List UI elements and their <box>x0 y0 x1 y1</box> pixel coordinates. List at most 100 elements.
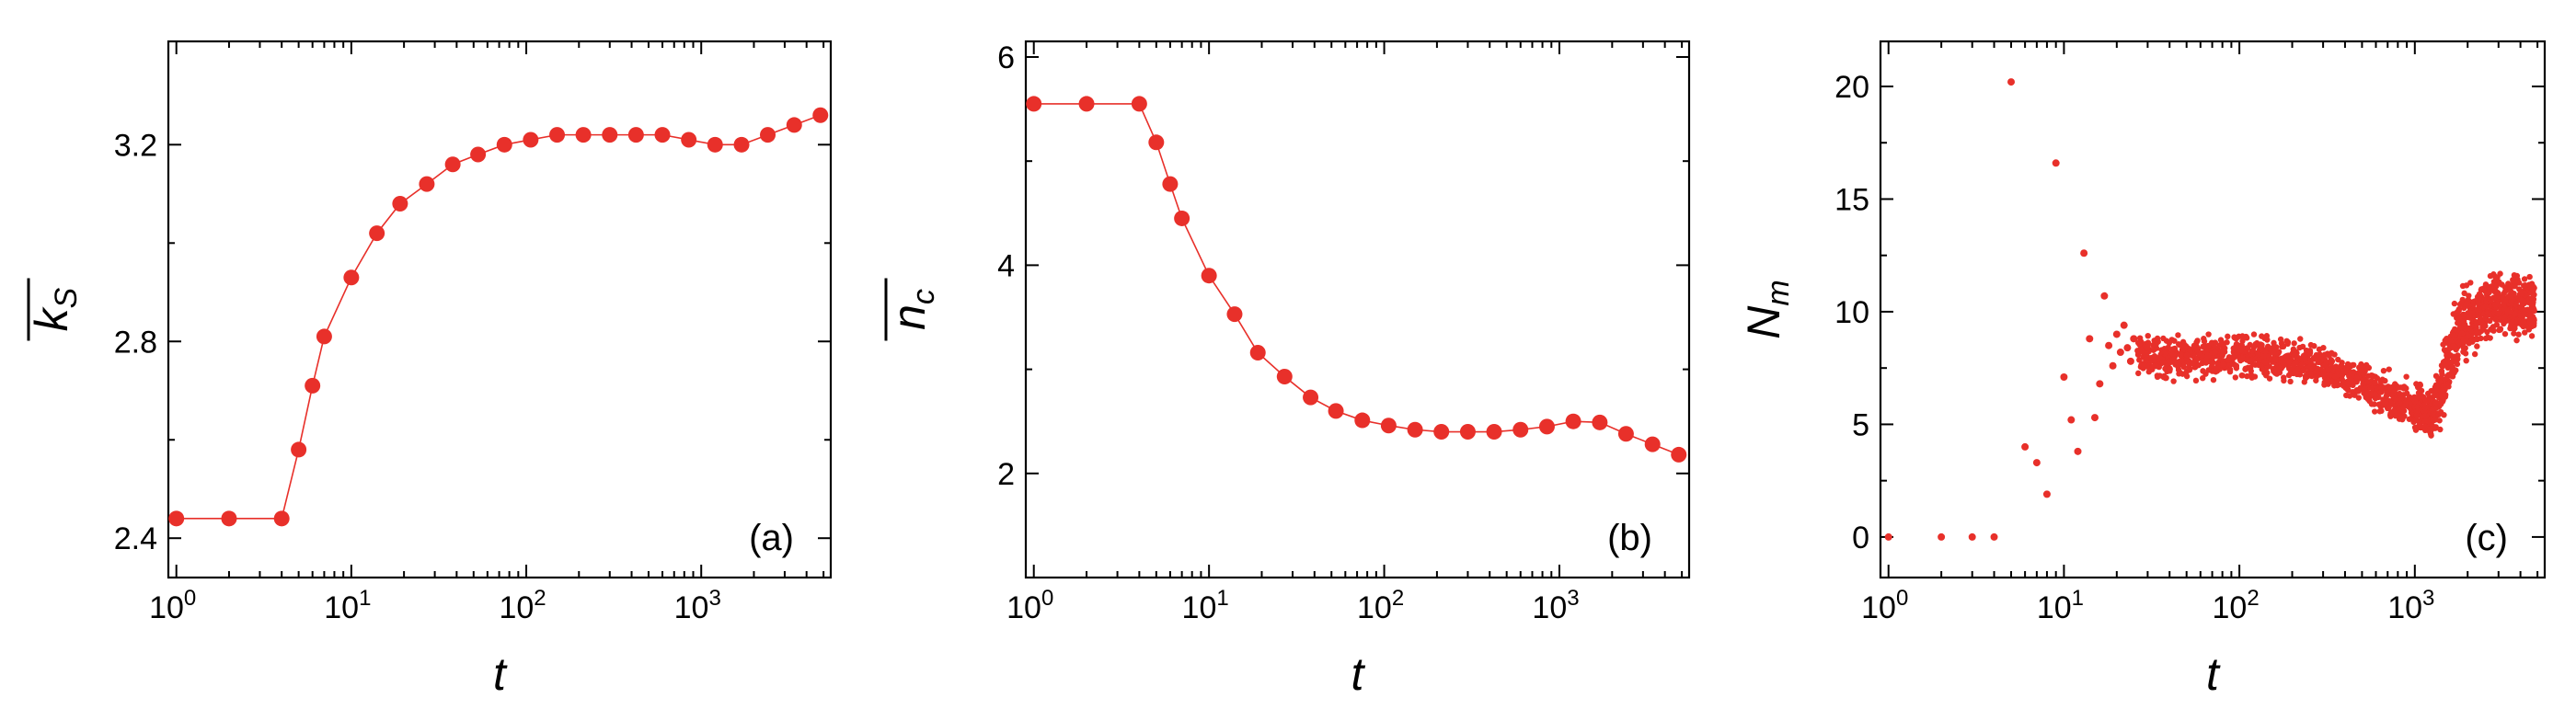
x-tick-label: 100 <box>1861 586 1908 625</box>
data-point <box>2210 376 2217 383</box>
data-point <box>2220 345 2226 352</box>
data-point <box>2395 405 2402 411</box>
x-tick-label: 102 <box>499 586 546 625</box>
data-point <box>2302 372 2309 380</box>
data-point <box>2170 378 2177 384</box>
data-point <box>2316 346 2323 353</box>
x-tick-label: 100 <box>149 586 196 625</box>
data-point <box>2444 381 2451 388</box>
data-point <box>2474 306 2480 313</box>
data-point <box>2242 366 2248 372</box>
data-point <box>654 127 671 143</box>
data-point <box>2283 352 2291 359</box>
data-point <box>681 132 697 148</box>
data-point <box>2515 280 2523 286</box>
y-tick-label: 0 <box>1852 521 1869 555</box>
data-point <box>2438 393 2444 399</box>
y-tick-label: 2.8 <box>114 325 157 360</box>
data-point <box>1303 389 1319 406</box>
data-point <box>2185 359 2192 365</box>
data-point <box>2096 380 2104 388</box>
data-point <box>2130 335 2138 343</box>
data-point <box>444 156 461 173</box>
data-point <box>2300 367 2306 374</box>
data-point <box>1328 403 1344 419</box>
data-point <box>2280 343 2287 350</box>
series-line <box>176 114 822 520</box>
data-point <box>2350 369 2357 375</box>
data-point <box>2407 405 2414 412</box>
data-point <box>2204 358 2211 365</box>
data-point <box>2271 339 2277 347</box>
data-point <box>2432 372 2440 380</box>
data-point <box>2067 416 2076 424</box>
data-point <box>2512 310 2519 317</box>
data-point <box>1276 369 1293 385</box>
data-point <box>2231 334 2237 341</box>
data-point <box>2491 302 2499 308</box>
data-point <box>2528 333 2536 339</box>
data-point <box>2192 377 2200 384</box>
data-point <box>2430 417 2437 424</box>
data-point <box>2187 365 2193 372</box>
data-point <box>2109 361 2117 370</box>
data-point <box>2512 282 2518 290</box>
data-point <box>2360 381 2366 387</box>
data-point <box>2332 363 2340 370</box>
data-point <box>1884 532 1892 541</box>
data-point <box>812 107 829 123</box>
data-point <box>2484 328 2490 336</box>
data-point <box>2315 354 2322 361</box>
y-axis-title: Nm <box>1738 280 1796 338</box>
data-point <box>2233 362 2239 370</box>
data-point <box>2169 346 2177 352</box>
x-axis-title: t <box>1351 648 1366 700</box>
data-point <box>2338 362 2344 369</box>
data-point <box>2210 360 2216 366</box>
data-point <box>2150 347 2157 353</box>
data-point <box>2183 351 2191 359</box>
data-point <box>2520 318 2527 325</box>
x-tick-label: 100 <box>1006 586 1053 625</box>
data-point <box>2437 426 2444 433</box>
data-point <box>2032 459 2041 467</box>
data-point <box>2482 323 2489 329</box>
data-point <box>2482 281 2490 288</box>
data-point <box>2178 351 2185 358</box>
data-point <box>2501 330 2509 338</box>
plot-frame <box>1024 40 1691 579</box>
data-point <box>2297 336 2304 342</box>
data-point <box>2290 346 2297 352</box>
data-point <box>2441 411 2447 418</box>
data-point <box>1617 426 1634 442</box>
y-axis-title: nc <box>883 278 941 341</box>
data-point <box>2474 343 2480 349</box>
data-point <box>1407 421 1423 438</box>
data-point <box>2301 379 2307 385</box>
data-point <box>2250 331 2258 338</box>
data-point <box>2194 338 2201 344</box>
y-tick-label: 2 <box>997 457 1015 492</box>
data-point <box>2205 342 2212 349</box>
data-point <box>1968 532 1976 541</box>
y-tick-label: 15 <box>1834 182 1869 217</box>
data-point <box>2327 372 2333 379</box>
data-point <box>2377 401 2384 407</box>
y-axis-title-text: Nm <box>1738 280 1796 338</box>
data-point <box>2231 351 2238 358</box>
data-point <box>2466 292 2472 299</box>
data-point <box>2167 366 2173 372</box>
data-point <box>2156 354 2164 361</box>
data-point <box>2421 405 2429 411</box>
data-point <box>1433 424 1450 441</box>
data-point <box>2501 320 2507 327</box>
data-point <box>2279 359 2286 365</box>
data-point <box>2470 301 2477 308</box>
data-point <box>2371 401 2377 407</box>
data-point <box>2526 319 2534 326</box>
data-point <box>2521 310 2527 317</box>
data-point <box>2497 326 2504 332</box>
data-point <box>2268 356 2275 363</box>
data-point <box>2239 338 2246 345</box>
data-point <box>2456 325 2464 331</box>
